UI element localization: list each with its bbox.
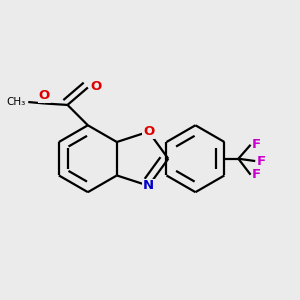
- Text: F: F: [252, 168, 261, 181]
- Text: O: O: [91, 80, 102, 92]
- Text: F: F: [257, 154, 266, 167]
- Text: CH₃: CH₃: [7, 97, 26, 107]
- Text: O: O: [143, 125, 154, 138]
- Text: O: O: [39, 89, 50, 102]
- Text: F: F: [252, 138, 261, 151]
- Text: N: N: [143, 179, 154, 192]
